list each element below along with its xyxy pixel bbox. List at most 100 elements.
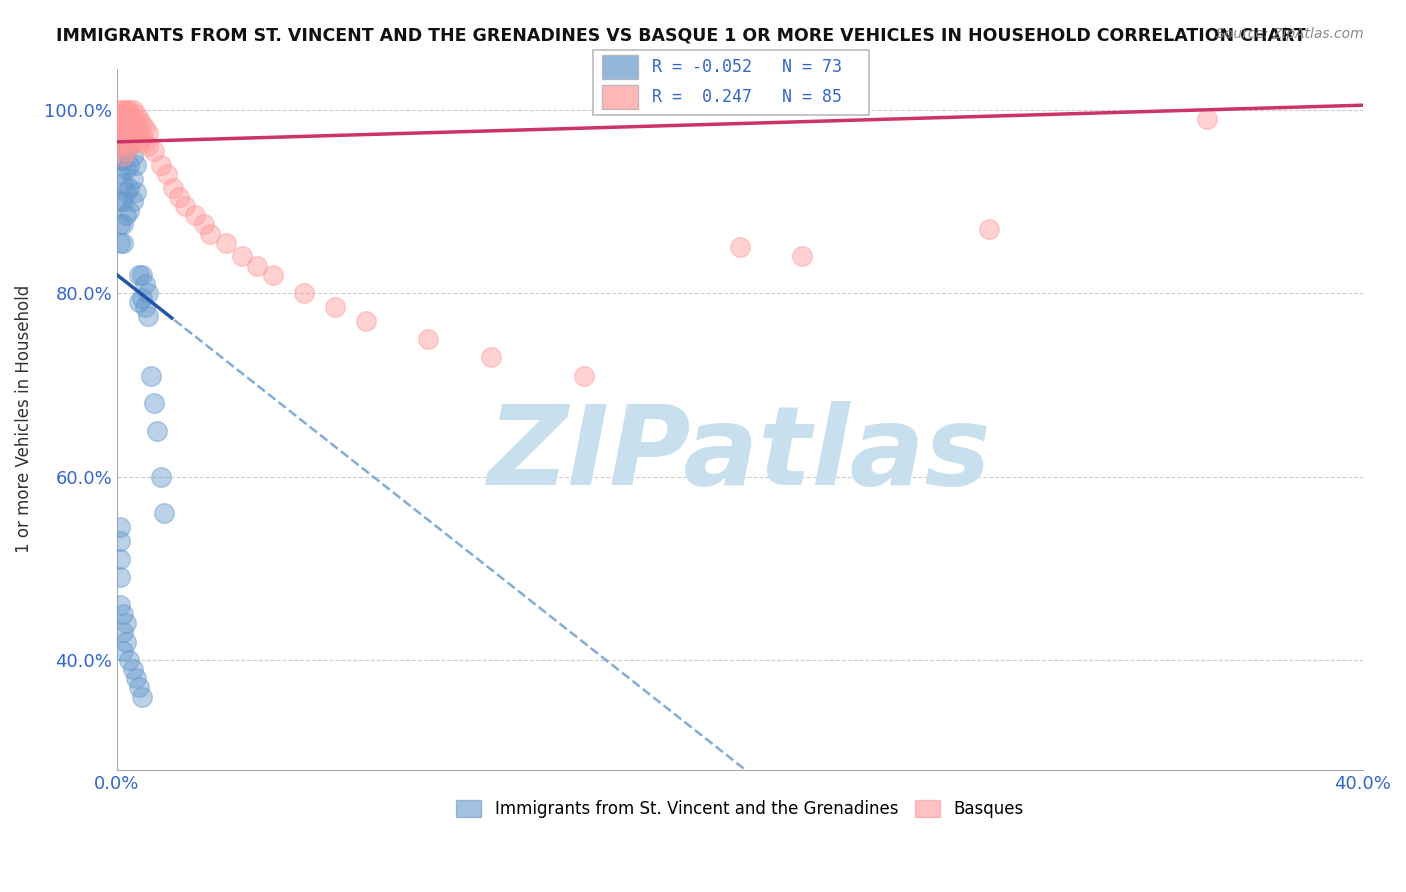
Point bbox=[1195, 112, 1218, 126]
Point bbox=[121, 121, 143, 136]
Point bbox=[112, 235, 135, 250]
Point bbox=[115, 103, 138, 117]
Point bbox=[143, 144, 166, 158]
Point bbox=[572, 368, 595, 383]
Point bbox=[121, 194, 143, 209]
Point bbox=[246, 259, 269, 273]
Point bbox=[149, 469, 172, 483]
Point bbox=[200, 227, 222, 241]
Point bbox=[418, 332, 440, 346]
Point bbox=[124, 186, 146, 200]
Point bbox=[131, 291, 153, 305]
Point bbox=[121, 148, 143, 162]
Point bbox=[136, 126, 159, 140]
Point bbox=[184, 208, 207, 222]
Point bbox=[108, 139, 131, 153]
Point bbox=[174, 199, 197, 213]
Point bbox=[112, 103, 135, 117]
Point bbox=[215, 235, 238, 250]
Point bbox=[128, 295, 150, 310]
Point bbox=[108, 126, 131, 140]
Point bbox=[118, 107, 141, 121]
Point bbox=[141, 368, 163, 383]
Point bbox=[108, 107, 131, 121]
Point bbox=[152, 506, 174, 520]
Point bbox=[128, 112, 150, 126]
Point bbox=[118, 103, 141, 117]
Point bbox=[323, 300, 346, 314]
Point bbox=[131, 690, 153, 704]
Point bbox=[112, 107, 135, 121]
Point bbox=[108, 116, 131, 130]
Point bbox=[108, 126, 131, 140]
Point bbox=[115, 162, 138, 177]
Point bbox=[112, 218, 135, 232]
Point bbox=[115, 144, 138, 158]
Point bbox=[108, 218, 131, 232]
Text: Source: ZipAtlas.com: Source: ZipAtlas.com bbox=[1216, 27, 1364, 41]
Point bbox=[115, 144, 138, 158]
Point bbox=[108, 116, 131, 130]
Text: R = -0.052   N = 73: R = -0.052 N = 73 bbox=[652, 58, 842, 76]
Point bbox=[118, 158, 141, 172]
Point bbox=[193, 218, 215, 232]
Point bbox=[128, 681, 150, 695]
Text: ZIPatlas: ZIPatlas bbox=[488, 401, 991, 508]
Point bbox=[977, 222, 1000, 236]
Bar bbox=[602, 55, 638, 79]
Point bbox=[790, 250, 813, 264]
Text: R =  0.247   N = 85: R = 0.247 N = 85 bbox=[652, 88, 842, 106]
Point bbox=[112, 176, 135, 190]
Point bbox=[231, 250, 253, 264]
Y-axis label: 1 or more Vehicles in Household: 1 or more Vehicles in Household bbox=[15, 285, 32, 553]
Point bbox=[108, 598, 131, 612]
Point bbox=[115, 130, 138, 145]
Point bbox=[136, 286, 159, 301]
Point bbox=[108, 552, 131, 566]
Point bbox=[108, 139, 131, 153]
Legend: Immigrants from St. Vincent and the Grenadines, Basques: Immigrants from St. Vincent and the Gren… bbox=[450, 793, 1031, 825]
Point bbox=[108, 112, 131, 126]
Point bbox=[128, 268, 150, 282]
Point bbox=[124, 158, 146, 172]
Point bbox=[131, 268, 153, 282]
Point bbox=[115, 634, 138, 648]
Text: IMMIGRANTS FROM ST. VINCENT AND THE GRENADINES VS BASQUE 1 OR MORE VEHICLES IN H: IMMIGRANTS FROM ST. VINCENT AND THE GREN… bbox=[56, 27, 1306, 45]
Point bbox=[108, 235, 131, 250]
Point bbox=[124, 671, 146, 685]
Point bbox=[118, 180, 141, 194]
Point bbox=[121, 662, 143, 676]
Point bbox=[134, 121, 156, 136]
Point bbox=[108, 520, 131, 534]
Point bbox=[131, 130, 153, 145]
Bar bbox=[602, 86, 638, 109]
Point bbox=[124, 107, 146, 121]
Point bbox=[115, 130, 138, 145]
Point bbox=[112, 135, 135, 149]
Point bbox=[108, 194, 131, 209]
Point bbox=[354, 314, 377, 328]
Point bbox=[112, 126, 135, 140]
Point bbox=[112, 644, 135, 658]
Point bbox=[108, 112, 131, 126]
Point bbox=[121, 112, 143, 126]
Point bbox=[121, 135, 143, 149]
Point bbox=[162, 180, 184, 194]
Point bbox=[112, 194, 135, 209]
Point bbox=[115, 107, 138, 121]
Point bbox=[136, 309, 159, 323]
Point bbox=[112, 112, 135, 126]
Point bbox=[115, 112, 138, 126]
Point bbox=[112, 607, 135, 621]
Point bbox=[112, 153, 135, 168]
Point bbox=[143, 396, 166, 410]
Point bbox=[108, 107, 131, 121]
Point bbox=[108, 167, 131, 181]
Point bbox=[131, 116, 153, 130]
Point bbox=[167, 190, 190, 204]
Point bbox=[156, 167, 179, 181]
Point bbox=[479, 351, 502, 365]
Point bbox=[112, 126, 135, 140]
Point bbox=[118, 139, 141, 153]
Point bbox=[112, 148, 135, 162]
